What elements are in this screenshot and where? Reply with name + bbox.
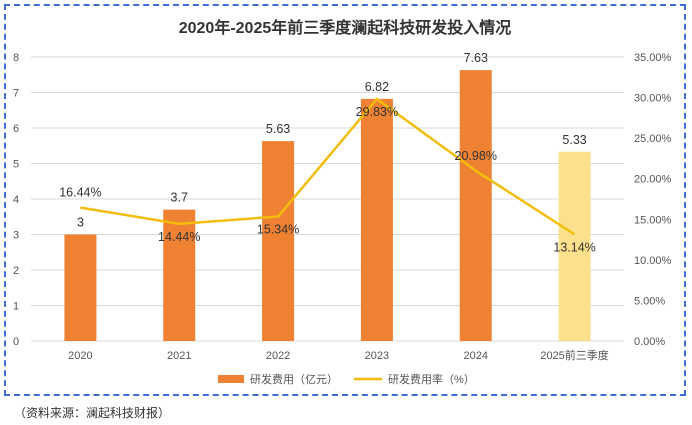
right-tick-label: 20.00% [634, 174, 672, 186]
chart-frame: 2020年-2025年前三季度澜起科技研发投入情况 0 1 2 3 4 5 6 7 8 0.00… [4, 4, 686, 396]
right-tick-label: 10.00% [634, 255, 672, 267]
bar [262, 141, 295, 341]
chart-title: 2020年-2025年前三季度澜起科技研发投入情况 [179, 18, 512, 37]
chart-svg: 2020年-2025年前三季度澜起科技研发投入情况 0 1 2 3 4 5 6 7 8 0.00… [13, 18, 672, 386]
right-tick-label: 15.00% [634, 214, 672, 226]
rate-line [80, 97, 576, 236]
right-tick-label: 5.00% [634, 295, 665, 307]
left-tick-label: 3 [13, 230, 19, 242]
x-tick-label: 2023 [365, 350, 389, 362]
x-tick-label: 2025前三季度 [540, 348, 608, 362]
left-tick-label: 4 [13, 194, 19, 206]
gridlines [31, 56, 624, 342]
legend-line-label: 研发费用率（%） [388, 372, 475, 386]
bar-value-label: 3 [77, 216, 84, 230]
x-tick-label: 2020 [68, 350, 92, 362]
line-series [80, 97, 576, 236]
bar [64, 234, 97, 341]
rate-value-label: 13.14% [553, 240, 595, 254]
right-tick-label: 25.00% [634, 133, 672, 145]
left-tick-label: 0 [13, 336, 19, 348]
data-labels: 3 3.7 5.63 6.82 7.63 5.33 16.44% 14.44% 15.34% 29… [59, 51, 596, 254]
left-tick-label: 7 [13, 88, 19, 100]
legend-bar-swatch [218, 375, 244, 383]
bar [459, 70, 492, 341]
source-note: （资料来源：澜起科技财报） [14, 406, 171, 420]
rate-value-label: 29.83% [356, 105, 398, 119]
bar [558, 151, 591, 341]
legend-bar-label: 研发费用（亿元） [250, 372, 338, 386]
right-tick-label: 0.00% [634, 336, 665, 348]
legend: 研发费用（亿元） 研发费用率（%） [218, 372, 475, 386]
right-tick-label: 35.00% [634, 52, 672, 64]
right-axis-ticks: 0.00% 5.00% 10.00% 15.00% 20.00% 25.00% 30.00%… [634, 52, 672, 348]
bar-value-label: 6.82 [365, 80, 389, 94]
rate-value-label: 16.44% [59, 186, 101, 200]
bar [360, 98, 393, 341]
left-tick-label: 8 [13, 52, 19, 64]
x-axis-ticks: 2020 2021 2022 2023 2024 2025前三季度 [68, 348, 609, 362]
x-tick-label: 2024 [464, 350, 488, 362]
rate-value-label: 14.44% [158, 230, 200, 244]
left-axis-ticks: 0 1 2 3 4 5 6 7 8 [13, 52, 19, 348]
left-tick-label: 1 [13, 301, 19, 313]
bar-value-label: 7.63 [464, 51, 488, 65]
bar-value-label: 5.33 [562, 133, 586, 147]
left-tick-label: 6 [13, 123, 19, 135]
bar-series [64, 70, 591, 341]
x-tick-label: 2022 [266, 350, 290, 362]
bar [163, 209, 196, 341]
bar-value-label: 3.7 [171, 191, 188, 205]
bar-value-label: 5.63 [266, 122, 290, 136]
x-tick-label: 2021 [167, 350, 191, 362]
rate-value-label: 15.34% [257, 223, 299, 237]
left-tick-label: 5 [13, 159, 19, 171]
rate-value-label: 20.98% [455, 149, 497, 163]
left-tick-label: 2 [13, 265, 19, 277]
right-tick-label: 30.00% [634, 93, 672, 105]
